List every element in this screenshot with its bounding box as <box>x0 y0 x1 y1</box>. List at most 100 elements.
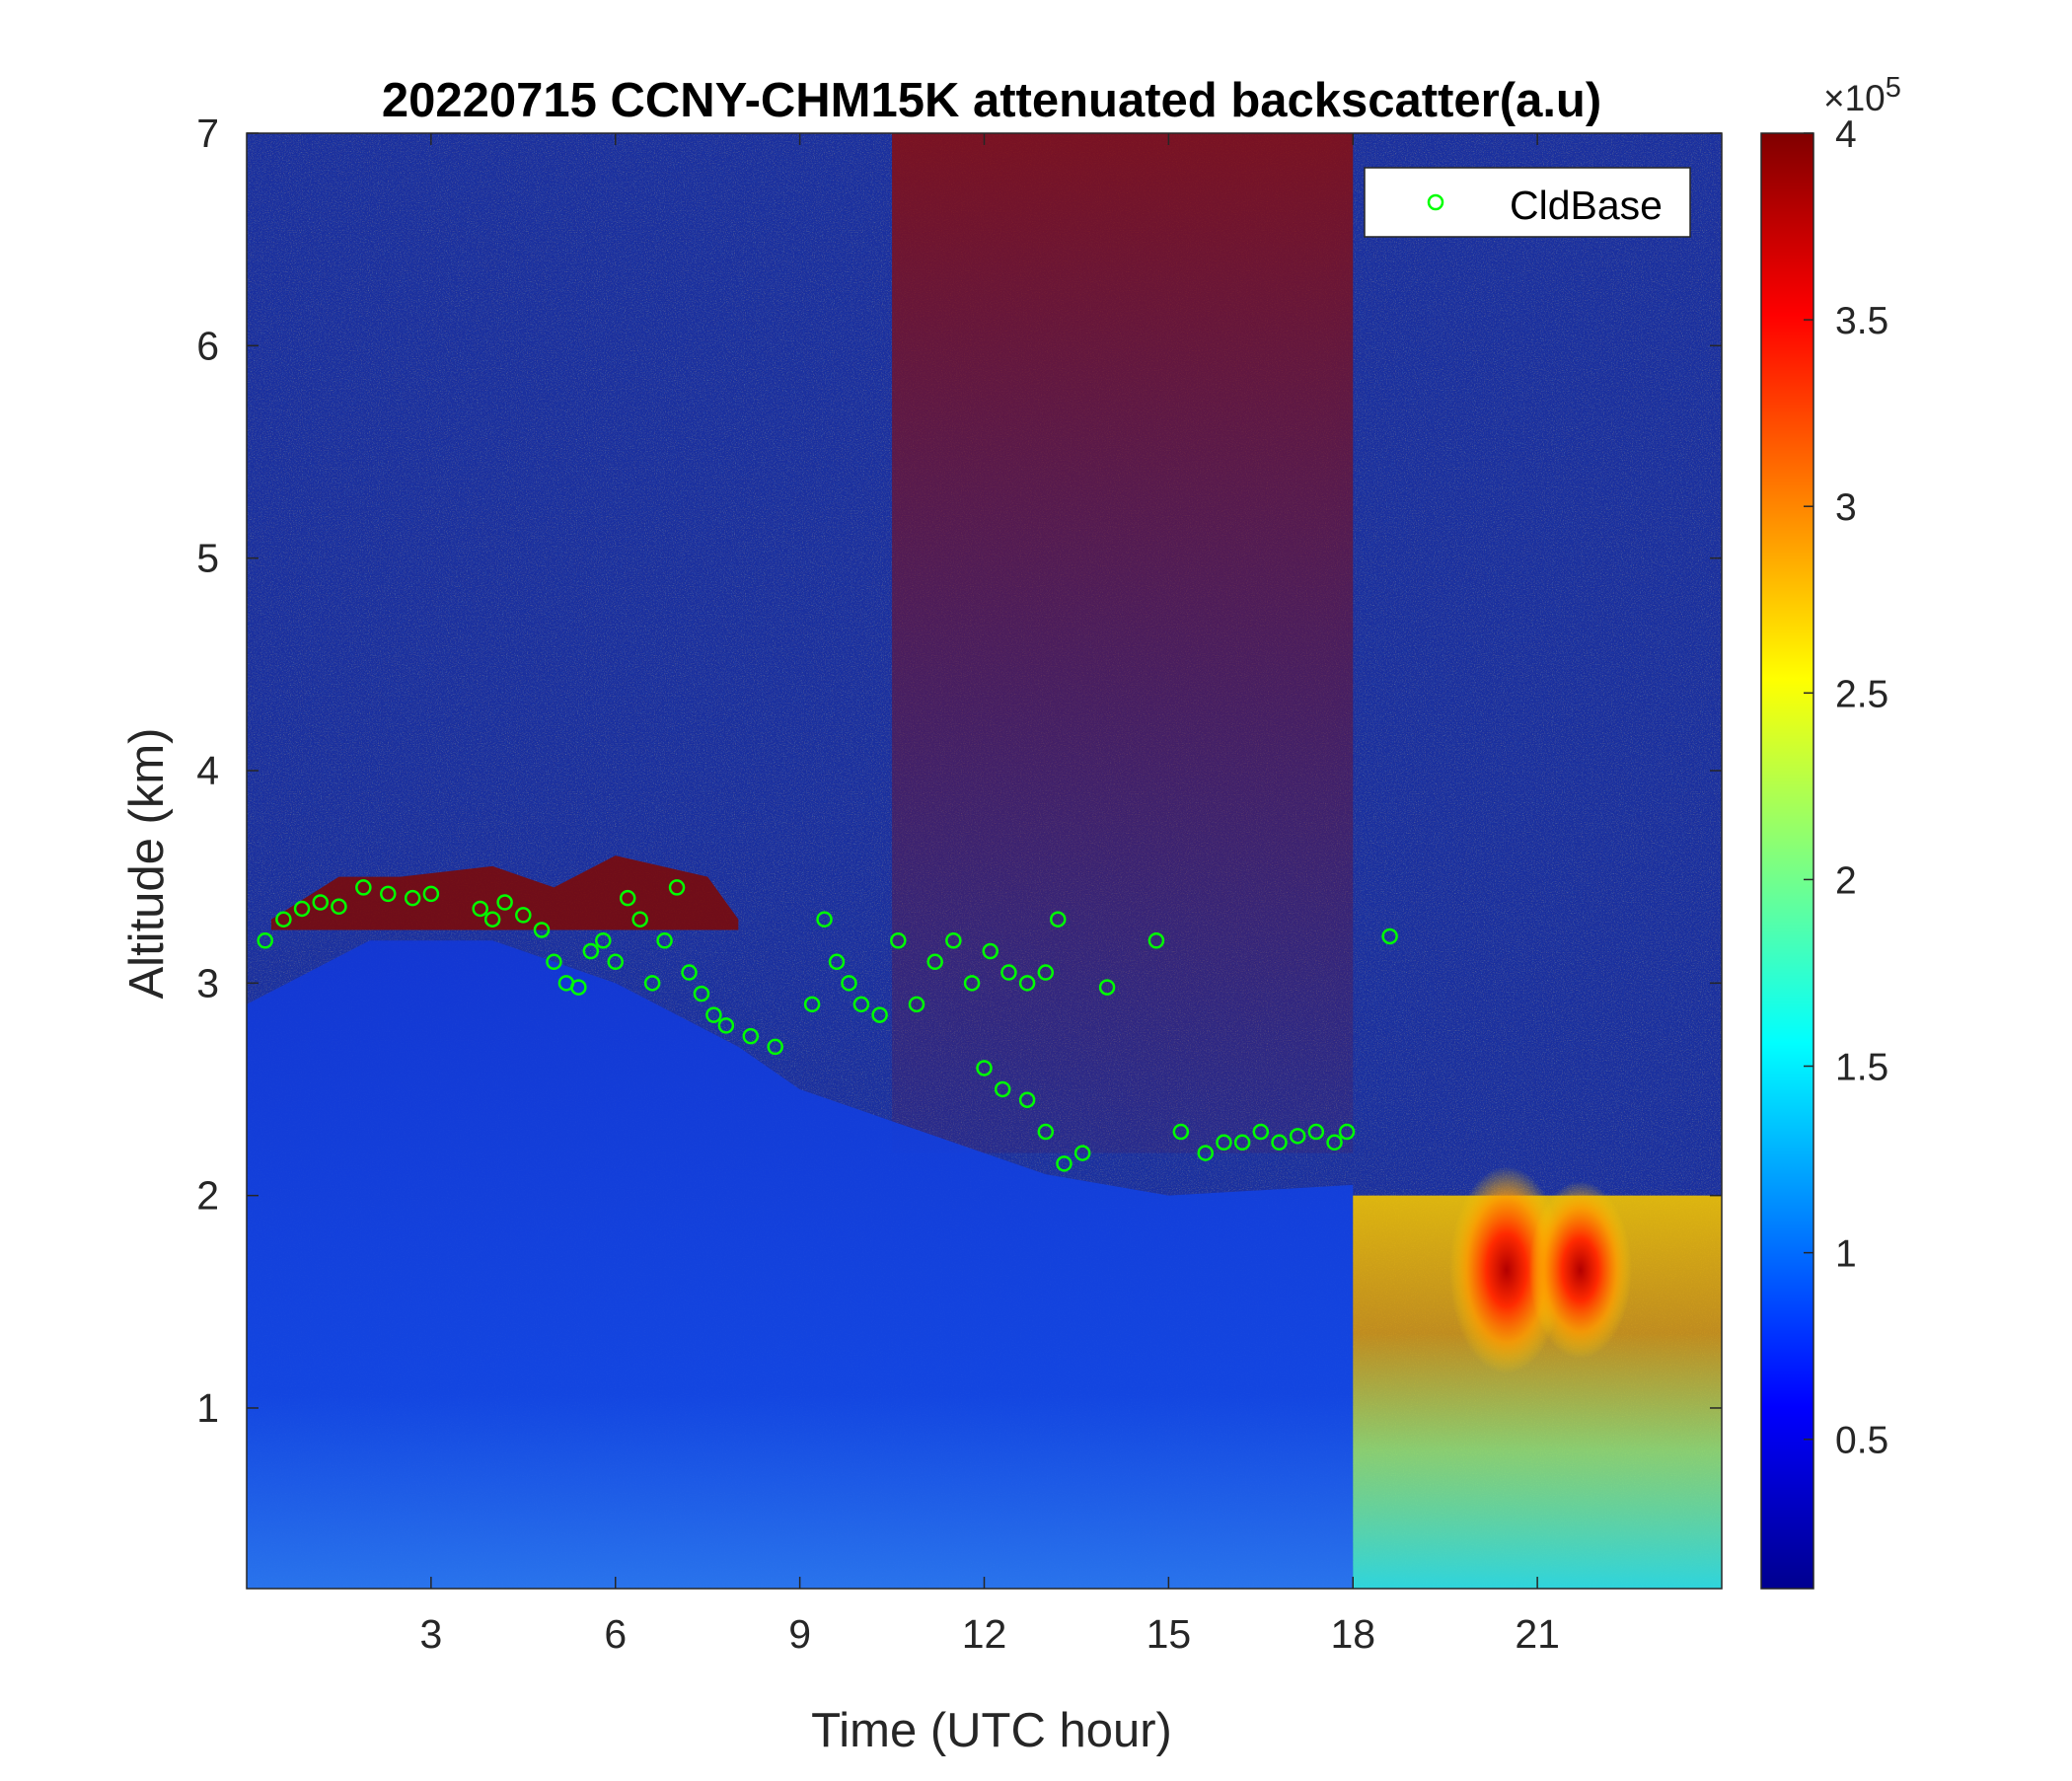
colorbar-multiplier: ×105 <box>1823 72 1901 118</box>
cldbase-point <box>275 911 292 928</box>
cldbase-point <box>908 996 925 1013</box>
y-tick-label: 4 <box>196 748 219 793</box>
cldbase-point <box>1147 931 1165 949</box>
cldbase-point <box>1037 964 1055 981</box>
y-tick-label: 1 <box>196 1385 219 1431</box>
colorbar-gradient <box>1760 132 1814 1590</box>
cldbase-point <box>631 911 648 928</box>
cldbase-point <box>926 953 943 971</box>
colorbar-tick-label: 3.5 <box>1835 300 1888 342</box>
cldbase-point <box>1018 975 1036 992</box>
cloud-layer-saturation <box>270 855 739 930</box>
colorbar-tick-label: 4 <box>1835 113 1857 156</box>
cldbase-point <box>1197 1145 1214 1161</box>
x-tick-label: 9 <box>788 1611 811 1657</box>
cldbase-point <box>1338 1123 1356 1141</box>
legend[interactable]: CldBase <box>1364 167 1691 238</box>
colorbar-tick-label: 2.5 <box>1835 673 1888 715</box>
cldbase-point <box>693 985 710 1002</box>
cldbase-point <box>1216 1134 1232 1151</box>
colorbar: 0.5 1 1.5 2 2.5 3 3.5 4 ×105 <box>1760 72 1901 1590</box>
cldbase-point <box>963 975 981 992</box>
cldbase-point <box>570 979 587 996</box>
plot-area <box>247 133 1722 1589</box>
cldbase-point <box>546 953 562 971</box>
cldbase-point <box>422 885 440 903</box>
cldbase-point <box>871 1006 888 1023</box>
cldbase-point <box>1307 1123 1325 1141</box>
daytime-plume <box>892 133 1354 1153</box>
cldbase-point <box>705 1006 722 1023</box>
cldbase-point <box>1037 1123 1055 1141</box>
cldbase-point <box>976 1060 993 1076</box>
y-axis: 1 2 3 4 5 6 7 <box>196 111 1722 1431</box>
cldbase-point <box>828 953 846 971</box>
cldbase-point <box>643 975 661 992</box>
colorbar-tick-label: 2 <box>1835 859 1857 902</box>
cldbase-point <box>1073 1145 1091 1161</box>
x-axis-label: Time (UTC hour) <box>811 1704 1172 1757</box>
cldbase-point <box>656 931 673 949</box>
cldbase-point <box>994 1080 1011 1098</box>
cldbase-point <box>1172 1123 1190 1141</box>
legend-marker-cldbase <box>1427 193 1444 211</box>
cldbase-point <box>816 911 833 928</box>
boundary-layer-morning <box>247 940 1354 1589</box>
colorbar-tick-label: 3 <box>1835 486 1857 529</box>
cldbase-point <box>1252 1123 1270 1141</box>
colorbar-ticks: 0.5 1 1.5 2 2.5 3 3.5 4 <box>1804 113 1888 1462</box>
cldbase-point <box>355 879 372 896</box>
cldbase-point <box>380 885 397 903</box>
cldbase-point <box>852 996 870 1013</box>
cldbase-point <box>515 907 532 924</box>
aerosol-hotspot <box>1448 1166 1564 1374</box>
cldbase-point <box>404 889 421 907</box>
colorbar-tick-label: 0.5 <box>1835 1420 1888 1462</box>
cldbase-point <box>533 922 551 938</box>
cldbase-point <box>257 931 273 949</box>
cldbase-point <box>1056 1155 1073 1172</box>
x-tick-label: 15 <box>1147 1611 1192 1657</box>
cldbase-point <box>331 898 347 916</box>
cldbase-point <box>472 900 488 918</box>
cldbase-point <box>945 931 962 949</box>
legend-label-cldbase: CldBase <box>1510 183 1663 228</box>
aerosol-hotspot <box>1528 1181 1632 1360</box>
cldbase-point <box>619 889 636 907</box>
cldbase-point <box>1050 911 1067 928</box>
cldbase-point <box>1000 964 1017 981</box>
cldbase-point <box>607 953 624 971</box>
cldbase-point <box>681 964 698 981</box>
cldbase-point <box>582 942 600 960</box>
y-tick-label: 2 <box>196 1173 219 1219</box>
cldbase-point <box>742 1027 760 1045</box>
x-tick-label: 21 <box>1515 1611 1560 1657</box>
y-tick-label: 7 <box>196 111 219 156</box>
y-tick-label: 6 <box>196 323 219 368</box>
y-tick-label: 3 <box>196 960 219 1005</box>
cldbase-point <box>1326 1134 1343 1151</box>
cldbase-point <box>293 900 311 918</box>
cldbase-point <box>1098 979 1116 996</box>
x-tick-label: 3 <box>419 1611 442 1657</box>
colorbar-tick-label: 1 <box>1835 1233 1857 1276</box>
y-axis-label: Altitude (km) <box>120 727 174 999</box>
cldbase-point <box>1381 928 1398 945</box>
cldbase-point <box>496 894 513 911</box>
chart-title: 20220715 CCNY-CHM15K attenuated backscat… <box>382 74 1601 127</box>
x-tick-label: 12 <box>962 1611 1007 1657</box>
x-tick-label: 18 <box>1330 1611 1375 1657</box>
colorbar-tick-label: 1.5 <box>1835 1047 1888 1089</box>
y-tick-label: 5 <box>196 536 219 581</box>
cloud-base-series <box>257 879 1398 1172</box>
cldbase-point <box>841 975 857 992</box>
cldbase-point <box>595 931 612 949</box>
cldbase-point <box>483 911 501 928</box>
cldbase-point <box>717 1017 735 1034</box>
cldbase-point <box>1233 1134 1251 1151</box>
cldbase-point <box>767 1038 783 1056</box>
x-tick-label: 6 <box>604 1611 627 1657</box>
cldbase-point <box>668 879 686 896</box>
